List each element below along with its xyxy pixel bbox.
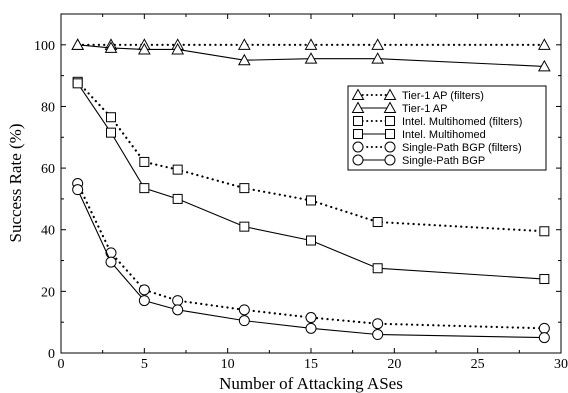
x-axis-title: Number of Attacking ASes	[219, 374, 403, 393]
data-point-square	[172, 193, 183, 204]
y-tick-label: 20	[41, 285, 55, 300]
series-intel-multihomed	[72, 78, 550, 285]
legend-item: Single-Path BGP	[352, 154, 485, 167]
data-point-circle	[372, 318, 384, 330]
data-point-circle	[538, 332, 550, 344]
legend-label: Single-Path BGP	[402, 155, 485, 167]
legend-marker-triangle	[351, 88, 365, 100]
data-point-square	[372, 217, 383, 228]
data-point-triangle	[304, 38, 318, 50]
data-point-square	[306, 235, 316, 246]
legend-marker-square	[385, 116, 395, 126]
data-point-circle	[72, 184, 84, 196]
legend-label: Single-Path BGP (filters)	[402, 142, 522, 154]
data-point-circle	[138, 284, 150, 296]
plot-area-border	[60, 13, 562, 354]
series-line	[76, 182, 546, 330]
data-point-triangle	[371, 38, 385, 50]
legend-label: Tier-1 AP	[402, 103, 447, 115]
data-point-triangle	[104, 41, 118, 53]
data-point-triangle	[71, 38, 85, 50]
series-single-path-bgp	[72, 184, 550, 344]
legend-label: Tier-1 AP (filters)	[402, 90, 484, 102]
legend-marker-circle	[384, 141, 396, 153]
data-point-triangle	[137, 42, 151, 55]
y-tick-label: 100	[34, 39, 55, 54]
data-point-square	[372, 263, 383, 274]
x-tick-label: 20	[387, 357, 401, 372]
legend-item: Single-Path BGP (filters)	[352, 141, 522, 154]
axis-ticks: 0 5 10 15 20 25 30 0 20 40 60 80 100	[34, 14, 568, 372]
data-point-triangle	[371, 52, 385, 64]
data-point-triangle	[171, 42, 185, 55]
data-point-square	[139, 156, 150, 167]
legend-item: Intel. Multihomed (filters)	[353, 116, 522, 128]
legend-marker-triangle	[383, 101, 397, 113]
data-point-triangle	[304, 52, 318, 64]
data-point-square	[106, 127, 116, 138]
plot-frame	[60, 13, 562, 354]
x-tick-label: 0	[58, 357, 65, 372]
data-point-square	[539, 226, 550, 237]
data-point-circle	[172, 304, 184, 316]
data-point-circle	[138, 295, 150, 307]
series-line	[77, 189, 545, 339]
data-point-square	[239, 221, 250, 232]
data-point-square	[172, 164, 183, 175]
data-point-circle	[238, 304, 250, 316]
data-point-square	[139, 183, 150, 194]
data-point-triangle	[537, 38, 551, 50]
legend-marker-circle	[384, 154, 396, 166]
x-tick-label: 25	[471, 357, 485, 372]
data-point-triangle	[237, 53, 251, 66]
series-layer	[71, 38, 551, 344]
data-point-square	[539, 274, 550, 285]
data-point-square	[239, 183, 250, 194]
legend-marker-square	[385, 129, 395, 139]
y-tick-label: 80	[41, 100, 55, 115]
x-tick-label: 15	[304, 357, 318, 372]
legend-item: Tier-1 AP	[351, 101, 447, 115]
legend-marker-circle	[352, 154, 364, 166]
series-tier-1-ap	[71, 38, 551, 72]
series-single-path-bgp-filters	[72, 178, 550, 334]
x-tick-label: 30	[554, 357, 568, 372]
data-point-triangle	[537, 59, 551, 72]
data-point-circle	[172, 295, 184, 307]
x-tick-label: 10	[221, 357, 235, 372]
x-tick-label: 5	[141, 357, 148, 372]
data-point-circle	[305, 322, 317, 334]
data-point-circle	[105, 256, 117, 268]
data-point-circle	[238, 315, 250, 327]
data-point-square	[106, 112, 116, 123]
series-line	[77, 83, 545, 280]
y-axis-title: Success Rate (%)	[6, 124, 25, 243]
legend-item: Tier-1 AP (filters)	[351, 88, 484, 102]
legend-item: Intel. Multihomed	[353, 129, 486, 141]
data-point-square	[72, 78, 83, 89]
legend-marker-square	[353, 116, 363, 126]
data-point-circle	[538, 322, 550, 334]
data-point-circle	[105, 247, 117, 259]
legend-marker-square	[353, 129, 363, 139]
data-point-triangle	[237, 38, 251, 50]
y-tick-label: 60	[41, 162, 55, 177]
legend-marker-triangle	[351, 101, 365, 113]
data-point-circle	[305, 312, 317, 324]
legend-box	[347, 85, 547, 171]
y-tick-label: 40	[41, 224, 55, 239]
data-point-circle	[372, 329, 384, 341]
series-line	[77, 44, 545, 67]
legend-marker-circle	[352, 141, 364, 153]
data-point-square	[306, 195, 316, 206]
legend-marker-triangle	[383, 88, 397, 100]
y-tick-label: 0	[48, 347, 55, 362]
legend-label: Intel. Multihomed (filters)	[402, 116, 522, 128]
legend-label: Intel. Multihomed	[402, 129, 486, 141]
series-line	[76, 80, 546, 233]
